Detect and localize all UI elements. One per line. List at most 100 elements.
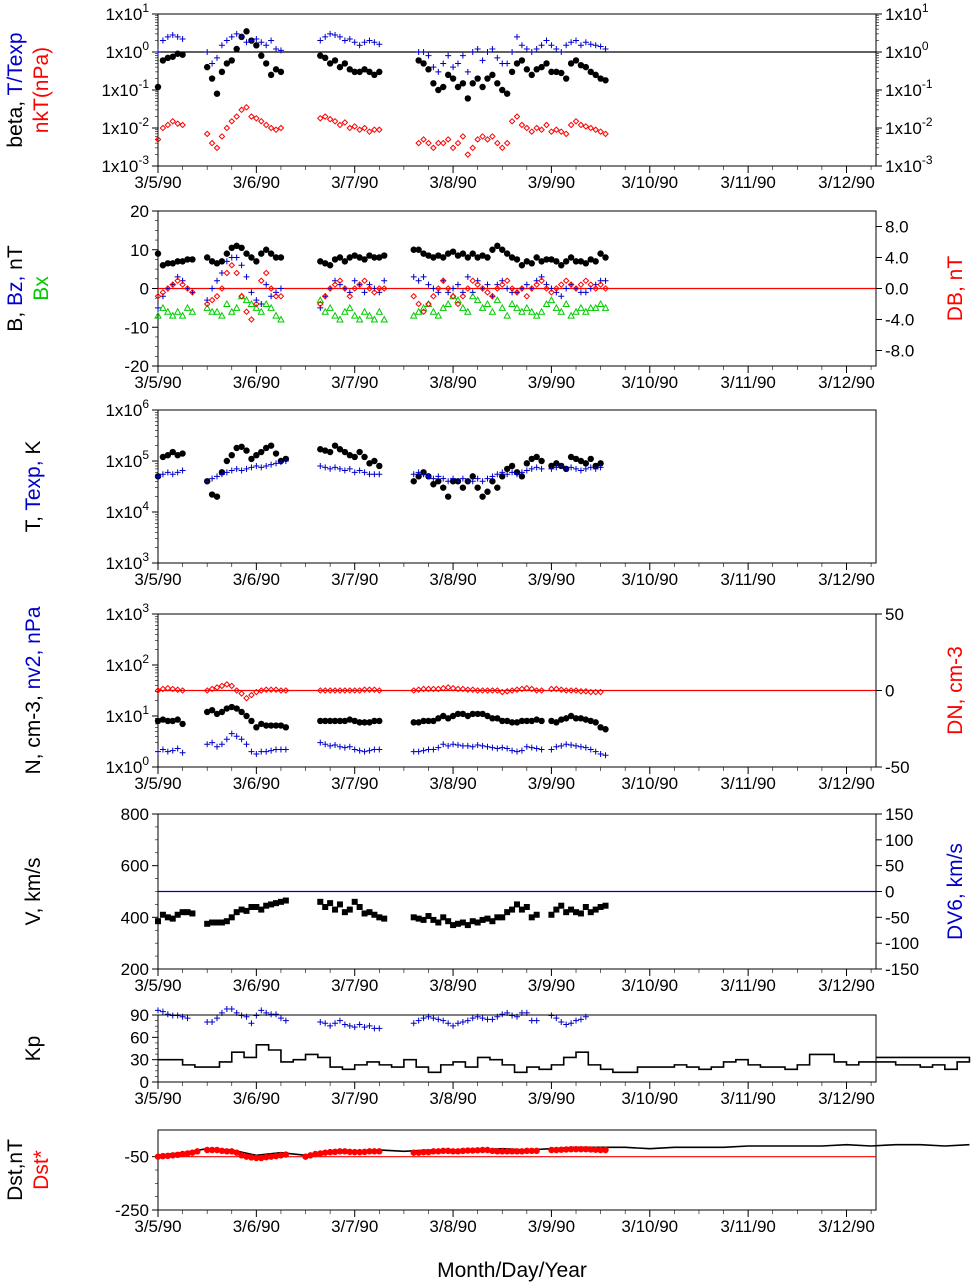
data-point	[454, 300, 462, 308]
data-point	[316, 687, 324, 694]
data-point	[228, 730, 235, 737]
data-point	[332, 464, 339, 471]
data-point	[489, 246, 496, 253]
data-point	[356, 1021, 363, 1028]
data-point	[449, 1148, 457, 1155]
data-point	[331, 256, 339, 263]
data-point	[514, 33, 520, 40]
data-point	[267, 442, 275, 449]
data-point	[184, 1150, 191, 1157]
data-point	[454, 139, 462, 147]
data-point	[548, 68, 555, 76]
x-tick-label: 3/10/90	[621, 774, 678, 793]
data-point	[336, 63, 344, 71]
data-point	[587, 41, 594, 48]
y-axis-label-secondary: nkT(nPa)	[30, 47, 53, 133]
data-point	[238, 292, 245, 300]
data-point	[238, 708, 245, 716]
data-point	[499, 717, 506, 725]
data-point	[371, 1148, 378, 1155]
x-tick-label: 3/11/90	[720, 1217, 775, 1236]
data-point	[577, 687, 585, 695]
data-point	[592, 719, 599, 726]
data-point	[572, 307, 580, 315]
data-point	[336, 33, 343, 40]
data-point	[277, 292, 285, 300]
data-point	[415, 139, 422, 147]
x-tick-label: 3/7/90	[331, 1217, 378, 1236]
y-tick-label: 1x103	[105, 601, 149, 624]
data-point	[508, 1148, 516, 1155]
data-point	[233, 909, 240, 916]
data-point	[518, 307, 526, 315]
data-point	[326, 262, 334, 269]
data-point	[317, 304, 324, 311]
data-point	[282, 687, 290, 694]
series-T	[154, 442, 604, 500]
data-point	[415, 473, 422, 480]
data-point	[214, 743, 221, 750]
data-point	[494, 687, 501, 694]
data-point	[381, 277, 388, 284]
data-point	[277, 1015, 284, 1022]
data-point	[243, 741, 250, 748]
data-point	[361, 469, 368, 476]
data-point	[174, 258, 181, 265]
data-point	[214, 473, 221, 480]
x-tick-label: 3/7/90	[331, 173, 378, 192]
data-point	[155, 1007, 161, 1014]
data-point	[248, 254, 255, 261]
data-point	[444, 493, 452, 500]
data-point	[543, 121, 550, 129]
data-point	[533, 254, 540, 261]
data-point	[459, 1018, 466, 1025]
data-point	[582, 289, 589, 296]
data-point	[228, 1148, 235, 1155]
data-point	[479, 83, 486, 91]
data-point	[213, 90, 221, 97]
data-point	[242, 296, 251, 304]
data-point	[228, 467, 235, 474]
data-point	[214, 1015, 221, 1022]
x-tick-label: 3/8/90	[429, 173, 476, 192]
data-point	[449, 712, 457, 720]
data-point	[268, 901, 275, 908]
data-point	[484, 915, 491, 922]
x-tick-label: 3/11/90	[720, 1089, 775, 1108]
data-point	[415, 719, 422, 726]
data-point	[528, 914, 535, 921]
data-point	[484, 254, 491, 261]
data-point	[189, 910, 196, 917]
data-point	[410, 471, 417, 478]
data-point	[459, 710, 467, 718]
data-point	[376, 471, 383, 478]
data-point	[257, 277, 265, 285]
data-point	[449, 292, 457, 300]
data-point	[179, 909, 186, 916]
y-axis-label: B, Bz, nT	[4, 245, 27, 332]
data-point	[253, 114, 260, 122]
data-point	[371, 126, 378, 134]
data-point	[282, 1017, 289, 1024]
data-point	[528, 285, 536, 292]
data-point	[253, 688, 260, 696]
data-point	[440, 1017, 447, 1024]
data-point	[459, 292, 467, 300]
data-point	[582, 904, 589, 910]
data-point	[154, 687, 162, 694]
data-point	[262, 444, 270, 452]
data-point	[479, 742, 486, 749]
data-point	[341, 258, 349, 265]
data-point	[169, 1152, 176, 1159]
data-point	[243, 308, 250, 316]
data-point	[454, 60, 461, 67]
y-tick-label: 1x101	[105, 703, 149, 726]
data-point	[415, 57, 422, 64]
data-point	[484, 49, 491, 55]
data-point	[361, 66, 368, 73]
data-point	[326, 1148, 334, 1156]
data-point	[513, 686, 521, 694]
data-point	[203, 708, 211, 716]
data-point	[587, 717, 594, 725]
data-point	[346, 254, 353, 261]
